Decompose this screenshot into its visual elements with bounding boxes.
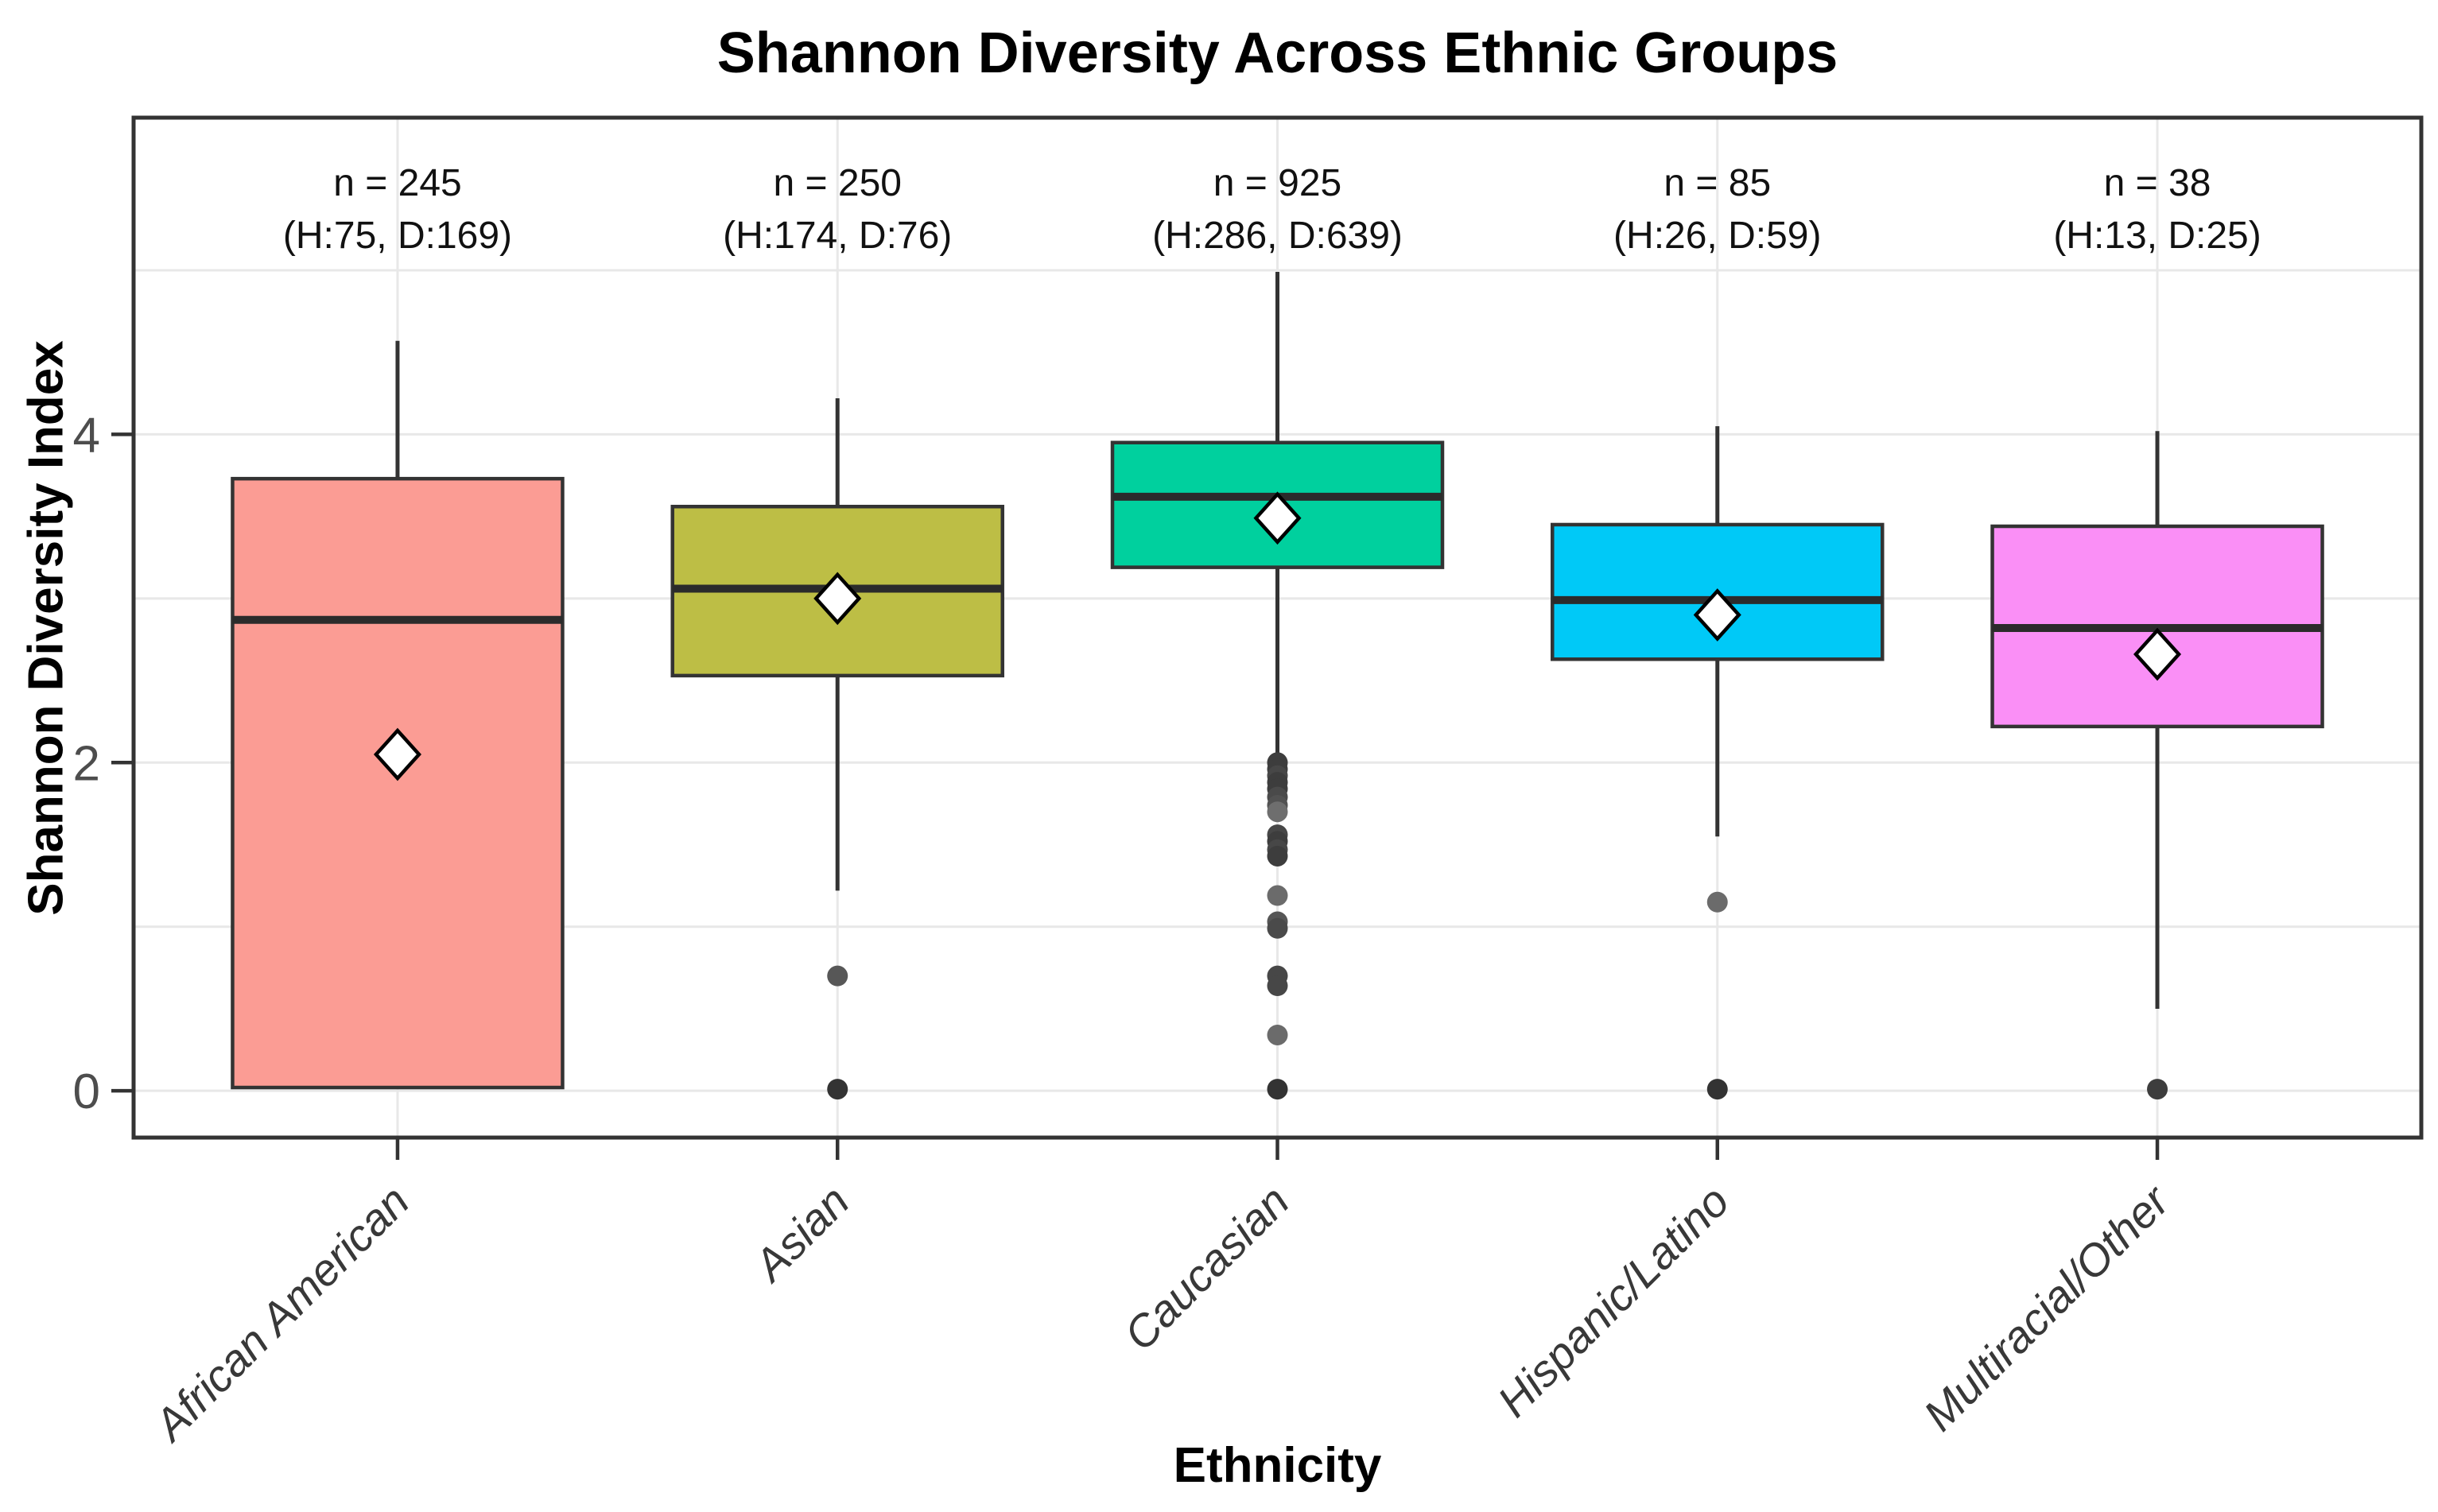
x-tick-label-african-american[interactable]: African American [143,1176,419,1452]
annotation-hd-multiracial-other: (H:13, D:25) [2053,215,2261,257]
y-tick-label-0: 0 [73,1064,100,1119]
annotation-n-african-american: n = 245 [333,162,461,204]
outlier-dot-asian-1 [827,1079,848,1100]
mean-diamond-african-american [373,727,421,781]
y-tick-label-2: 2 [73,736,100,791]
box-hispanic-latino[interactable] [1551,522,1885,661]
annotation-n-caucasian: n = 925 [1213,162,1341,204]
annotation-hd-african-american: (H:75, D:169) [283,215,512,257]
outlier-dot-hispanic-latino-1 [1706,1079,1728,1100]
x-tick-label-hispanic-latino[interactable]: Hispanic/Latino [1488,1176,1738,1426]
box-african-american[interactable] [231,476,565,1090]
outlier-dot-hispanic-latino-0 [1706,891,1728,913]
mean-diamond-asian [813,572,862,626]
y-tick-label-4: 4 [73,408,100,463]
outlier-dot-caucasian-18 [1267,1079,1288,1100]
outlier-dot-caucasian-16 [1267,975,1288,997]
x-tick-label-multiracial-other[interactable]: Multiracial/Other [1914,1174,2180,1440]
mean-diamond-hispanic-latino [1693,588,1741,642]
outlier-dot-caucasian-14 [1267,917,1288,939]
outlier-dot-caucasian-12 [1267,885,1288,906]
x-tick-label-caucasian[interactable]: Caucasian [1114,1176,1299,1360]
outlier-dot-caucasian-17 [1267,1024,1288,1045]
annotation-hd-asian: (H:174, D:76) [723,215,952,257]
x-tick-label-asian[interactable]: Asian [743,1176,859,1292]
annotation-hd-caucasian: (H:286, D:639) [1152,215,1403,257]
outlier-dot-asian-0 [827,965,848,987]
annotation-n-multiracial-other: n = 38 [2104,162,2211,204]
x-axis-title: Ethnicity [1173,1438,1382,1493]
annotation-n-asian: n = 250 [773,162,901,204]
outlier-dot-multiracial-other-0 [2147,1079,2168,1100]
mean-diamond-multiracial-other [2133,627,2182,681]
annotation-n-hispanic-latino: n = 85 [1664,162,1771,204]
outlier-dot-caucasian-11 [1267,845,1288,866]
annotation-hd-hispanic-latino: (H:26, D:59) [1613,215,1821,257]
chart-title: Shannon Diversity Across Ethnic Groups [716,21,1838,85]
mean-diamond-caucasian [1253,491,1302,545]
outlier-dot-caucasian-7 [1267,801,1288,823]
